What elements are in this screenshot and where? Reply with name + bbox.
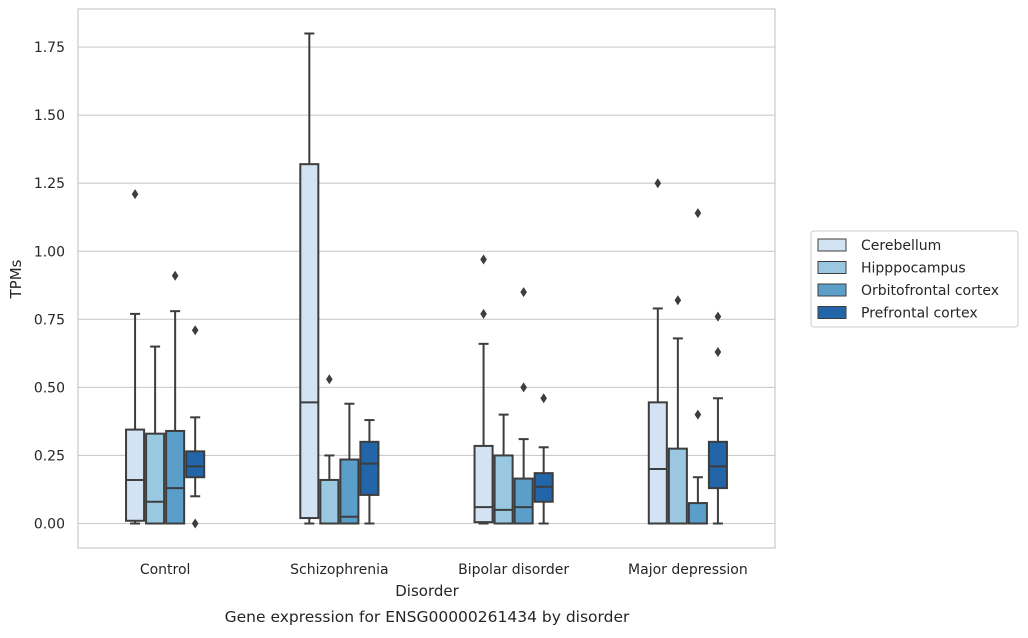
outlier-point [326,374,333,385]
box-cerebellum [125,189,146,525]
box-body [647,401,668,525]
outlier-point [171,270,179,281]
box-body [339,458,360,525]
y-tick-label: 1.00 [34,244,65,260]
legend: Cerebellum Hipppocampus Orbitofrontal cort… [810,230,1019,328]
box-body [707,440,728,490]
box-prefrontal-cortex [359,419,380,525]
y-tick-label: 0.25 [34,448,65,464]
legend-label: Prefrontal cortex [861,306,978,322]
box-body [319,478,340,525]
outlier-point [694,208,702,219]
y-tick-label: 1.50 [34,108,65,124]
box-body [185,450,206,479]
box-hipppocampus [145,345,166,525]
outlier-point [714,311,722,322]
plot-frame [77,8,776,549]
legend-frame [810,230,1019,328]
outlier-point [674,295,682,306]
box-orbitofrontal-cortex [165,270,186,525]
legend-label: Hipppocampus [861,261,966,277]
legend-label: Cerebellum [861,238,941,254]
box-body [299,163,320,520]
box-body [359,440,380,496]
box-body [165,429,186,525]
x-tick-label: Major depression [628,562,748,578]
box-cerebellum [647,178,668,525]
y-axis-label: TPMs [7,259,25,299]
box-prefrontal-cortex [533,393,554,525]
legend-swatch [817,306,847,319]
y-tick-label: 0.75 [34,312,65,328]
box-body [667,447,688,525]
outlier-point [520,382,527,393]
x-tick-label: Bipolar disorder [458,562,569,578]
box-prefrontal-cortex [707,311,728,525]
x-tick-labels: Control Schizophrenia Bipolar disorder Majo… [140,562,748,578]
outlier-point [131,189,139,200]
outlier-point [191,325,199,336]
legend-swatch [817,261,847,274]
box-hipppocampus [319,374,340,525]
box-orbitofrontal-cortex [687,208,708,525]
box-orbitofrontal-cortex [513,287,534,525]
legend-swatch [817,238,847,252]
box-orbitofrontal-cortex [339,402,360,525]
chart-caption: Gene expression for ENSG00000261434 by d… [225,608,630,626]
legend-swatch [817,283,847,297]
outlier-point [480,254,487,265]
outlier-point [480,308,487,319]
box-body [493,454,514,525]
box-cerebellum [299,32,320,525]
x-tick-label: Schizophrenia [290,562,388,578]
box-body [145,432,166,525]
box-hipppocampus [493,413,514,525]
y-tick-label: 1.75 [34,40,65,56]
box-body [125,428,146,522]
legend-label: Orbitofrontal cortex [861,283,999,299]
outlier-point [540,393,547,404]
outlier-point [694,409,702,420]
outlier-point [520,287,527,298]
outlier-point [714,347,722,357]
y-tick-label: 0.00 [34,517,65,533]
box-hipppocampus [667,295,688,525]
box-body [687,502,708,525]
outlier-point [191,518,199,529]
box-body [473,444,494,524]
box-cerebellum [473,254,494,525]
box-series [125,32,728,529]
x-axis-label: Disorder [395,582,459,600]
y-tick-label: 1.25 [34,176,65,192]
y-tick-label: 0.50 [34,380,65,396]
x-tick-label: Control [140,562,191,578]
outlier-point [654,178,662,189]
y-tick-labels: 0.00 0.25 0.50 0.75 1.00 1.25 1.50 1.75 [34,40,65,532]
box-prefrontal-cortex [185,325,206,529]
box-body [513,477,534,525]
